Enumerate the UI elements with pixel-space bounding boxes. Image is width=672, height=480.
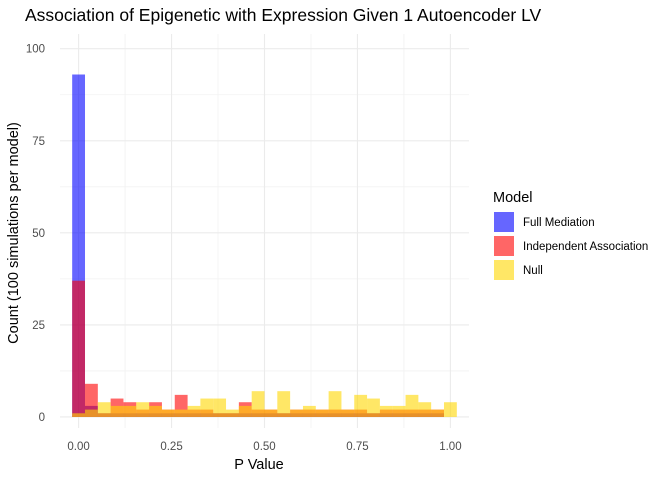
y-tick-label: 0 (39, 412, 45, 424)
bar (110, 405, 124, 417)
bar (226, 409, 239, 417)
bar (213, 398, 227, 417)
x-tick-label: 0.50 (253, 441, 275, 453)
bar (431, 409, 444, 417)
y-tick-label: 50 (32, 228, 45, 240)
series-null (72, 391, 457, 417)
bar (238, 405, 252, 417)
y-axis-title: Count (100 simulations per model) (6, 122, 22, 344)
grid (60, 34, 469, 428)
bar (290, 409, 303, 417)
bar (392, 405, 406, 417)
bar (354, 394, 368, 417)
series-full-mediation (72, 74, 444, 417)
y-tick-label: 100 (26, 44, 45, 56)
legend-label: Full Mediation (523, 217, 595, 229)
chart-title: Association of Epigenetic with Expressio… (25, 5, 542, 25)
bar (328, 391, 342, 417)
bar (277, 391, 291, 417)
bar (418, 402, 432, 417)
bar (341, 409, 355, 417)
legend-swatch (494, 236, 514, 256)
legend: Model Full Mediation Independent Associat… (493, 190, 648, 281)
bar (379, 405, 393, 417)
bar (136, 402, 150, 417)
bar (264, 409, 278, 417)
bar (174, 409, 188, 417)
legend-label: Null (523, 265, 543, 277)
bar (315, 409, 329, 417)
legend-items: Full Mediation Independent Association Nul… (493, 211, 648, 281)
bar (85, 409, 98, 417)
bar (123, 405, 137, 417)
bar (187, 405, 201, 417)
y-tick-label: 75 (32, 136, 45, 148)
x-tick-label: 0.00 (67, 441, 89, 453)
legend-label: Independent Association (523, 241, 648, 253)
bar (251, 391, 265, 417)
bar (200, 398, 214, 417)
bar (97, 402, 111, 417)
x-tick-label: 0.25 (160, 441, 182, 453)
legend-title: Model (493, 190, 533, 206)
bar (149, 405, 162, 417)
y-axis-ticks: 0 25 50 75 100 (26, 44, 45, 424)
bar (161, 409, 175, 417)
x-axis-title: P Value (234, 457, 283, 473)
bar (72, 413, 86, 417)
bar (367, 398, 380, 417)
y-tick-label: 25 (32, 320, 45, 332)
x-axis-ticks: 0.00 0.25 0.50 0.75 1.00 (67, 441, 461, 453)
bar (405, 394, 419, 417)
x-tick-label: 0.75 (346, 441, 368, 453)
bars (72, 74, 457, 417)
legend-swatch (494, 212, 514, 232)
bar (302, 405, 316, 417)
bar (443, 402, 457, 417)
bar (85, 383, 98, 417)
legend-swatch (494, 260, 514, 280)
x-tick-label: 1.00 (439, 441, 461, 453)
bar (72, 280, 86, 417)
